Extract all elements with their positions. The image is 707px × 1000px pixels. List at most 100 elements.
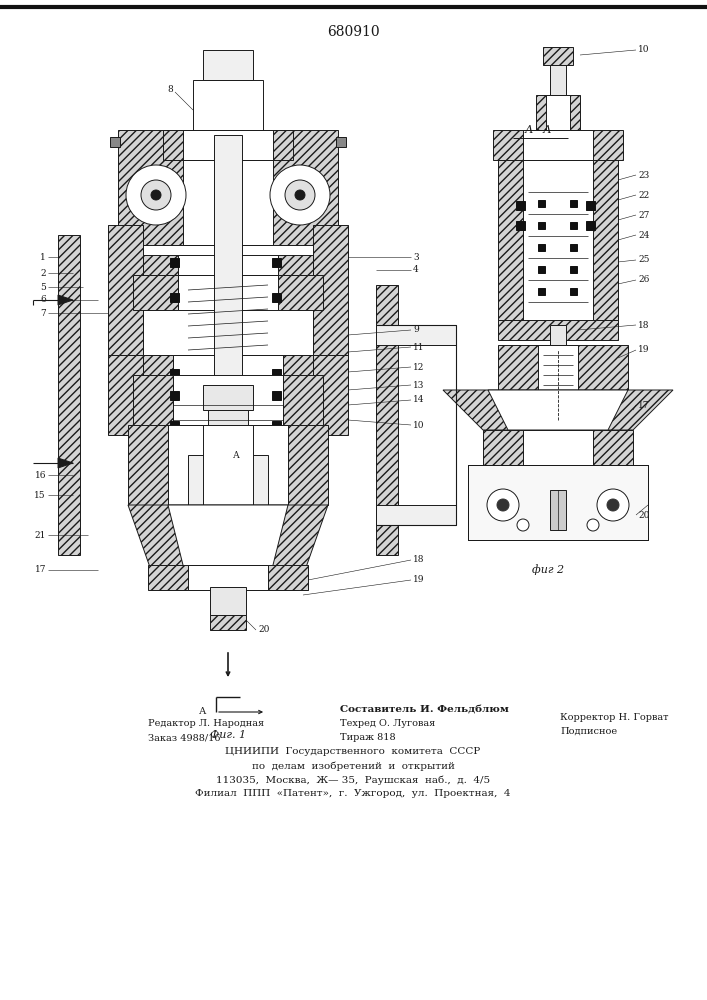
Bar	[272, 369, 281, 378]
Bar	[570, 266, 577, 273]
Bar	[203, 385, 253, 410]
Text: 3: 3	[413, 252, 419, 261]
Text: 21: 21	[35, 530, 46, 540]
Bar	[586, 201, 595, 210]
Polygon shape	[488, 390, 628, 430]
Bar	[178, 275, 278, 310]
Bar	[283, 355, 313, 385]
Bar	[272, 421, 281, 430]
Bar	[586, 221, 595, 230]
Text: 8: 8	[168, 86, 173, 95]
Text: Корректор Н. Горват: Корректор Н. Горват	[560, 712, 669, 722]
Bar	[523, 430, 593, 470]
Text: Заказ 4988/16: Заказ 4988/16	[148, 734, 221, 742]
Bar	[468, 465, 648, 540]
Bar	[178, 255, 278, 275]
Bar	[128, 425, 328, 505]
Bar	[173, 375, 283, 435]
Bar	[133, 375, 173, 435]
Bar	[143, 355, 173, 385]
Text: 113035,  Москва,  Ж— 35,  Раушская  наб.,  д.  4/5: 113035, Москва, Ж— 35, Раушская наб., д.…	[216, 775, 490, 785]
Text: 18: 18	[638, 320, 650, 330]
Text: 17: 17	[638, 400, 650, 410]
Text: Филиал  ППП  «Патент»,  г.  Ужгород,  ул.  Проектная,  4: Филиал ППП «Патент», г. Ужгород, ул. Про…	[195, 790, 510, 798]
Bar	[546, 95, 570, 130]
Bar	[168, 425, 288, 505]
Text: 12: 12	[413, 362, 424, 371]
Bar	[278, 255, 313, 275]
Text: 24: 24	[638, 231, 649, 239]
Bar	[133, 275, 178, 310]
Bar	[163, 130, 293, 160]
Text: 15: 15	[35, 490, 46, 499]
Bar	[58, 235, 80, 555]
Bar	[188, 455, 268, 505]
Circle shape	[487, 489, 519, 521]
Bar	[210, 615, 246, 630]
Bar	[570, 288, 577, 295]
Bar	[468, 465, 648, 540]
Text: Подписное: Подписное	[560, 726, 617, 736]
Bar	[516, 201, 525, 210]
Bar	[183, 130, 273, 160]
Bar	[272, 258, 281, 267]
Bar	[570, 200, 577, 207]
Bar	[313, 225, 348, 355]
Bar	[143, 275, 313, 355]
Text: 6: 6	[40, 296, 46, 304]
Bar	[538, 266, 545, 273]
Text: 2: 2	[40, 268, 46, 277]
Text: А - А: А - А	[525, 125, 551, 135]
Text: 16: 16	[35, 471, 46, 480]
Polygon shape	[443, 390, 673, 430]
Text: 5: 5	[40, 282, 46, 292]
Text: 680910: 680910	[327, 25, 380, 39]
Text: 11: 11	[413, 342, 424, 352]
Bar	[208, 410, 248, 430]
Bar	[376, 285, 398, 555]
Bar	[183, 130, 273, 245]
Bar	[272, 391, 281, 400]
Bar	[203, 50, 253, 80]
Bar	[543, 47, 573, 65]
Text: А: А	[233, 450, 240, 460]
Circle shape	[517, 519, 529, 531]
Text: 7: 7	[40, 308, 46, 318]
Text: 17: 17	[35, 566, 46, 574]
Text: фиг 2: фиг 2	[532, 565, 564, 575]
Bar	[272, 293, 281, 302]
Bar	[498, 345, 628, 390]
Text: Тираж 818: Тираж 818	[340, 734, 396, 742]
Text: 4: 4	[413, 265, 419, 274]
Text: Фиг. 1: Фиг. 1	[210, 730, 246, 740]
Circle shape	[285, 180, 315, 210]
Bar	[376, 325, 456, 345]
Bar	[170, 391, 179, 400]
Bar	[148, 565, 308, 590]
Bar	[538, 345, 578, 390]
Polygon shape	[168, 505, 288, 585]
Text: 1: 1	[40, 252, 46, 261]
Bar	[570, 244, 577, 251]
Bar	[570, 222, 577, 229]
Bar	[108, 225, 143, 355]
Bar	[538, 288, 545, 295]
Bar	[170, 421, 179, 430]
Text: 14: 14	[413, 395, 424, 404]
Bar	[278, 275, 323, 310]
Bar	[188, 565, 268, 590]
Bar	[170, 258, 179, 267]
Polygon shape	[58, 295, 73, 305]
Text: ЦНИИПИ  Государственного  комитета  СССР: ЦНИИПИ Государственного комитета СССР	[226, 748, 481, 756]
Text: 10: 10	[413, 420, 424, 430]
Bar	[214, 135, 242, 625]
Bar	[538, 222, 545, 229]
Bar	[538, 244, 545, 251]
Bar	[143, 255, 178, 275]
Bar	[376, 505, 456, 525]
Bar	[336, 137, 346, 147]
Text: 19: 19	[638, 346, 650, 355]
Bar	[538, 200, 545, 207]
Bar	[313, 355, 348, 435]
Text: 23: 23	[638, 170, 649, 180]
